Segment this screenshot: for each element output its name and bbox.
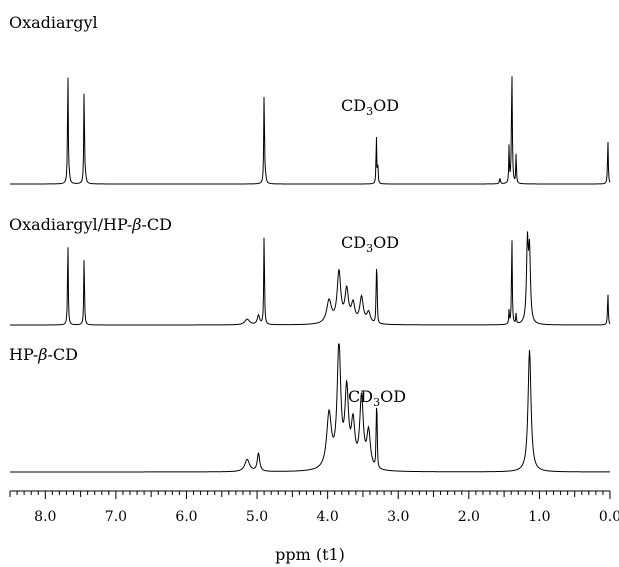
spectrum-trace-3 [10, 343, 610, 473]
spectrum-trace-1 [10, 76, 611, 185]
tick-label: 3.0 [387, 509, 409, 525]
spectrum-3-label: HP-β-CD [9, 345, 78, 364]
x-axis-label: ppm (t1) [275, 545, 345, 564]
solvent-label-2: CD3OD [341, 233, 399, 255]
tick-label: 2.0 [458, 509, 480, 525]
solvent-label-1: CD3OD [341, 96, 399, 118]
tick-label: 4.0 [317, 509, 339, 525]
solvent-label-3: CD3OD [348, 387, 406, 409]
spectrum-trace-2 [10, 231, 611, 326]
spectrum-1-label: Oxadiargyl [9, 13, 98, 32]
tick-label: 6.0 [175, 509, 197, 525]
tick-label: 0.0 [599, 509, 619, 525]
spectrum-2-label: Oxadiargyl/HP-β-CD [9, 215, 172, 234]
x-axis-ticks: 8.0 7.0 6.0 5.0 4.0 3.0 2.0 1.0 0.0 [9, 491, 619, 525]
tick-label: 1.0 [528, 509, 550, 525]
tick-label: 7.0 [105, 509, 127, 525]
tick-label: 8.0 [34, 509, 56, 525]
tick-label: 5.0 [246, 509, 268, 525]
spectra-group [10, 76, 611, 473]
